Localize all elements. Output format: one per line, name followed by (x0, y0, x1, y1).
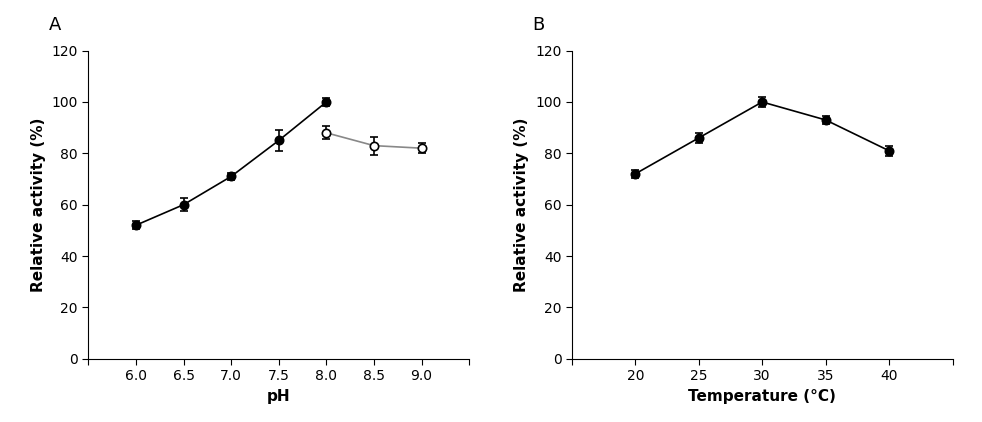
X-axis label: pH: pH (267, 389, 291, 404)
X-axis label: Temperature (°C): Temperature (°C) (688, 389, 836, 404)
Text: A: A (49, 16, 62, 34)
Y-axis label: Relative activity (%): Relative activity (%) (515, 117, 529, 292)
Y-axis label: Relative activity (%): Relative activity (%) (31, 117, 46, 292)
Text: B: B (532, 16, 545, 34)
